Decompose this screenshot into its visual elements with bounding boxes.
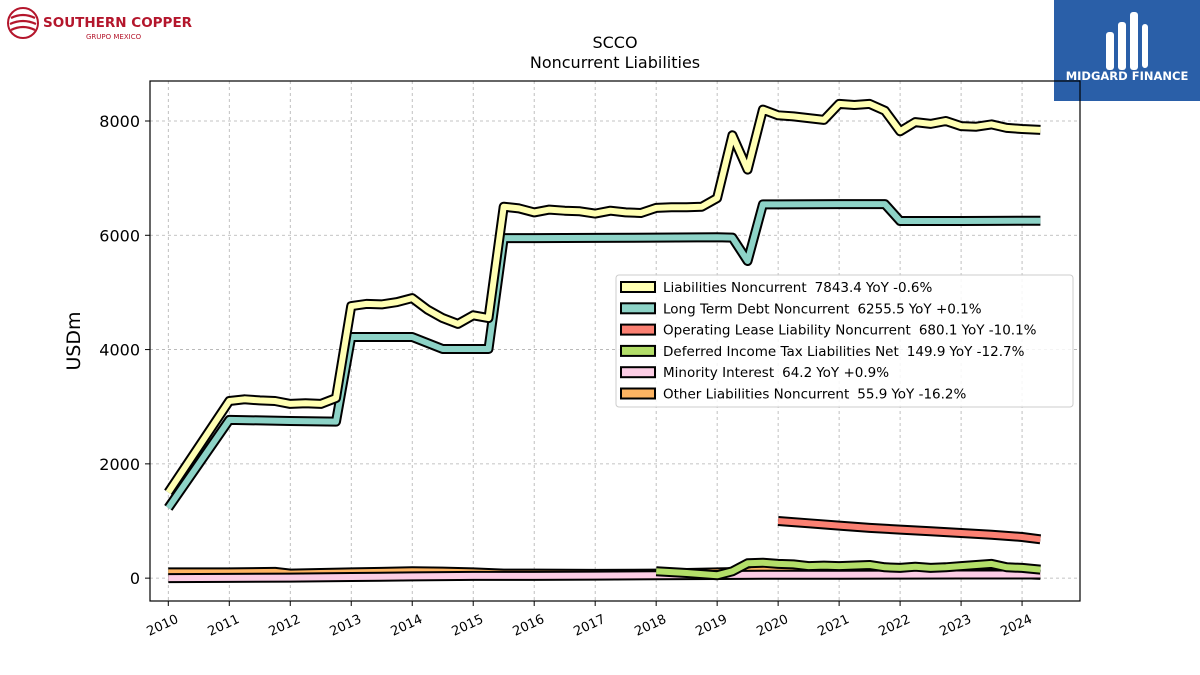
chart-title: SCCO xyxy=(592,33,637,52)
logo-waves xyxy=(9,13,37,31)
legend-item-liabilities-noncurrent: Liabilities Noncurrent 7843.4 YoY -0.6% xyxy=(620,280,932,296)
legend-label: Operating Lease Liability Noncurrent 680.… xyxy=(663,323,1037,339)
plot-frame xyxy=(149,80,1081,602)
x-tick-label: 2019 xyxy=(694,612,730,640)
series-line-operating-lease-liability-noncurrent xyxy=(777,518,1041,543)
legend-item-operating-lease-liability-noncurrent: Operating Lease Liability Noncurrent 680.… xyxy=(620,323,1037,339)
y-tick-label: 8000 xyxy=(99,112,140,131)
legend-label: Deferred Income Tax Liabilities Net 149.9… xyxy=(663,344,1025,360)
y-tick-label: 4000 xyxy=(99,341,140,360)
logo-circle xyxy=(7,7,39,39)
y-tick-label: 2000 xyxy=(99,455,140,474)
legend-latest-value: 149.9 xyxy=(907,344,946,360)
x-tick-label: 2012 xyxy=(267,612,303,640)
series-operating-lease-liability-noncurrent xyxy=(777,516,1042,545)
series-deferred-income-tax-liabilities-net xyxy=(655,557,1041,581)
legend-swatch xyxy=(620,323,656,336)
legend-label: Liabilities Noncurrent 7843.4 YoY -0.6% xyxy=(663,280,932,296)
legend-series-name: Liabilities Noncurrent xyxy=(663,280,807,296)
midgard-finance-logo-graphic: MIDGARD FINANCE xyxy=(1066,12,1189,83)
x-tick-label: 2022 xyxy=(876,612,912,640)
x-tick-label: 2015 xyxy=(450,612,486,640)
y-tick-label: 6000 xyxy=(99,226,140,245)
legend-swatch xyxy=(620,281,656,293)
left-logo-line2: GRUPO MEXICO xyxy=(86,33,142,41)
series-line-long-term-debt-noncurrent xyxy=(165,201,1041,510)
y-tick-label: 0 xyxy=(130,569,140,588)
legend-latest-value: 6255.5 xyxy=(857,301,904,317)
series-liabilities-noncurrent xyxy=(164,98,1041,496)
series-long-term-debt-noncurrent xyxy=(164,199,1041,511)
midgard-finance-logo: MIDGARD FINANCE xyxy=(1054,0,1200,101)
midgard-mark-icon xyxy=(1106,12,1148,70)
legend-series-name: Operating Lease Liability Noncurrent xyxy=(663,323,911,339)
x-tick-label: 2010 xyxy=(145,612,181,640)
x-tick-label: 2016 xyxy=(511,612,547,640)
legend-series-name: Other Liabilities Noncurrent xyxy=(663,387,849,403)
legend-item-long-term-debt-noncurrent: Long Term Debt Noncurrent 6255.5 YoY +0.1% xyxy=(620,301,982,317)
x-tick-label: 2023 xyxy=(937,612,973,640)
legend-swatch xyxy=(620,366,656,379)
x-tick-label: 2018 xyxy=(633,612,669,640)
legend-box xyxy=(615,274,1074,408)
right-logo-text: MIDGARD FINANCE xyxy=(1066,69,1189,83)
southern-copper-logo: SOUTHERN COPPER GRUPO MEXICO xyxy=(6,6,196,46)
legend-yoy: YoY +0.9% xyxy=(815,365,889,381)
legend-yoy: YoY -0.6% xyxy=(865,280,933,296)
legend-label: Other Liabilities Noncurrent 55.9 YoY -16.… xyxy=(663,387,967,403)
y-axis-ticks: 0 2000 4000 6000 8000 xyxy=(99,112,150,588)
legend-yoy: YoY -16.2% xyxy=(890,387,966,403)
legend-yoy: YoY +0.1% xyxy=(908,301,982,317)
legend-latest-value: 7843.4 xyxy=(815,280,862,296)
chart-subtitle: Noncurrent Liabilities xyxy=(530,53,700,72)
series-line-minority-interest xyxy=(168,571,1041,582)
series-line-liabilities-noncurrent xyxy=(165,100,1041,495)
legend-swatch xyxy=(620,302,656,315)
legend-swatch xyxy=(620,387,656,400)
legend-item-minority-interest: Minority Interest 64.2 YoY +0.9% xyxy=(620,365,889,381)
legend-latest-value: 680.1 xyxy=(919,323,958,339)
legend-yoy: YoY -10.1% xyxy=(961,323,1037,339)
legend-series-name: Minority Interest xyxy=(663,365,774,381)
legend-item-other-liabilities-noncurrent: Other Liabilities Noncurrent 55.9 YoY -16.… xyxy=(620,387,967,403)
x-tick-label: 2021 xyxy=(815,612,851,640)
series-minority-interest xyxy=(168,569,1041,584)
legend-latest-value: 55.9 xyxy=(857,387,887,403)
legend-latest-value: 64.2 xyxy=(782,365,812,381)
legend-series-name: Long Term Debt Noncurrent xyxy=(663,301,849,317)
southern-copper-logo-graphic: SOUTHERN COPPER GRUPO MEXICO xyxy=(7,7,193,41)
legend-swatch xyxy=(620,344,656,357)
left-logo-line1: SOUTHERN COPPER xyxy=(43,15,193,31)
x-tick-label: 2017 xyxy=(572,612,608,640)
y-axis-label: USDm xyxy=(63,311,85,370)
x-tick-label: 2014 xyxy=(389,612,425,640)
x-tick-label: 2013 xyxy=(328,612,364,640)
series-lines xyxy=(164,98,1042,584)
legend-yoy: YoY -12.7% xyxy=(948,344,1024,360)
legend-label: Long Term Debt Noncurrent 6255.5 YoY +0.1% xyxy=(663,301,982,317)
legend: Liabilities Noncurrent 7843.4 YoY -0.6% Lon… xyxy=(615,274,1074,408)
legend-label: Minority Interest 64.2 YoY +0.9% xyxy=(663,365,889,381)
x-tick-label: 2024 xyxy=(998,612,1034,640)
series-line-deferred-income-tax-liabilities-net xyxy=(656,559,1041,579)
legend-series-name: Deferred Income Tax Liabilities Net xyxy=(663,344,899,360)
x-tick-label: 2011 xyxy=(206,612,242,640)
legend-item-deferred-income-tax-liabilities-net: Deferred Income Tax Liabilities Net 149.9… xyxy=(620,344,1025,360)
x-axis-ticks: 2010 2011 2012 2013 2014 2015 2016 2017 2018 2019… xyxy=(145,601,1035,640)
x-tick-label: 2020 xyxy=(754,612,790,640)
